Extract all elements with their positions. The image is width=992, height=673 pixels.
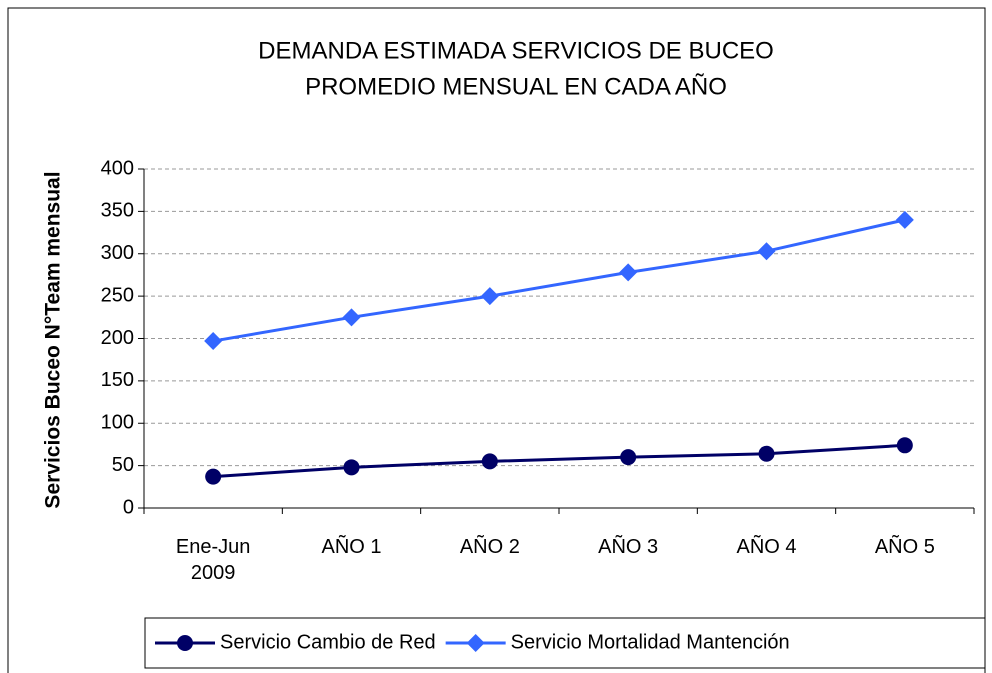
x-tick-label: AÑO 2 — [459, 536, 520, 558]
legend-marker — [177, 635, 193, 651]
data-point — [757, 242, 776, 261]
data-point — [205, 468, 222, 485]
legend-label: Servicio Cambio de Red — [220, 631, 436, 653]
data-point — [758, 445, 775, 462]
y-tick-label: 150 — [101, 369, 134, 391]
legend-box — [144, 617, 986, 669]
data-point — [619, 263, 638, 282]
y-tick-label: 100 — [101, 412, 134, 434]
y-tick-label: 400 — [101, 157, 134, 179]
y-tick-label: 50 — [112, 454, 134, 476]
legend-marker — [466, 634, 485, 652]
data-point — [342, 308, 361, 327]
data-point — [481, 453, 498, 470]
x-tick-label: AÑO 1 — [321, 536, 382, 558]
data-point — [204, 332, 223, 351]
y-tick-label: 350 — [101, 200, 134, 222]
chart-frame — [7, 7, 986, 673]
y-tick-label: 250 — [101, 284, 134, 306]
chart-title: DEMANDA ESTIMADA SERVICIOS DE BUCEO — [258, 37, 774, 64]
x-tick-label: AÑO 4 — [736, 536, 797, 558]
y-tick-label: 200 — [101, 327, 134, 349]
series-line — [213, 443, 905, 479]
x-tick-label: AÑO 3 — [598, 536, 659, 558]
x-tick-label: Ene-Jun 2009 — [175, 536, 251, 584]
y-tick-label: 300 — [101, 242, 134, 264]
y-axis-label: Servicios Buceo N°Team mensual — [42, 171, 65, 508]
y-tick-label: 0 — [123, 496, 134, 518]
series-line — [212, 218, 906, 343]
data-point — [620, 449, 637, 466]
data-point — [896, 437, 913, 454]
x-tick-label: AÑO 5 — [874, 536, 935, 558]
chart-title: PROMEDIO MENSUAL EN CADA AÑO — [305, 73, 727, 100]
data-point — [480, 287, 499, 306]
data-point — [343, 459, 360, 476]
data-point — [895, 210, 914, 229]
legend-label: Servicio Mortalidad Mantención — [511, 631, 790, 653]
